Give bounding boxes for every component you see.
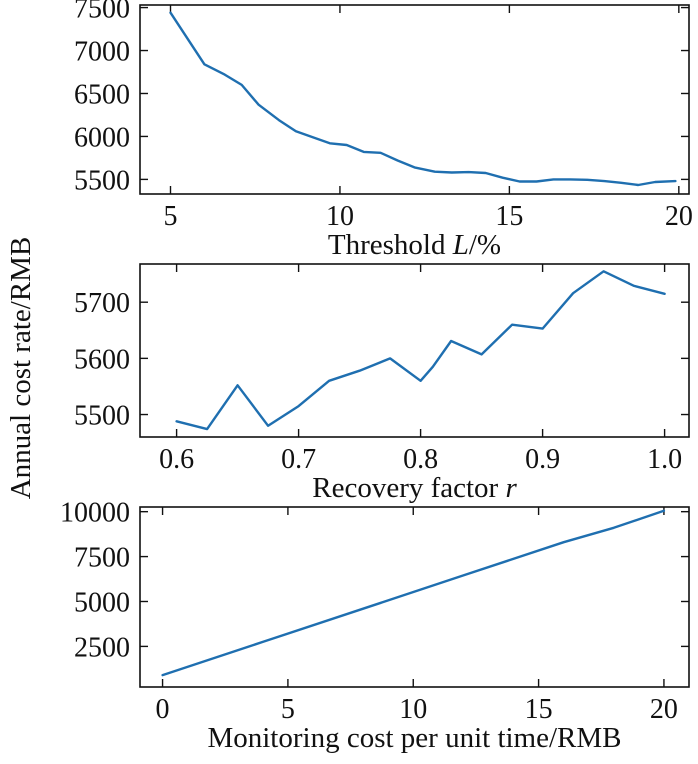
x-tick-label: 5 xyxy=(281,694,295,725)
y-tick-label: 7500 xyxy=(74,543,130,574)
y-tick-label: 5500 xyxy=(74,401,130,432)
x-tick-label: 15 xyxy=(525,694,553,725)
x-axis-label: Threshold L/% xyxy=(328,229,501,261)
y-tick-label: 7000 xyxy=(74,37,130,68)
x-tick-label: 0.7 xyxy=(281,444,316,475)
x-tick-label: 0.9 xyxy=(525,444,560,475)
x-axis-label: Monitoring cost per unit time/RMB xyxy=(207,722,621,754)
y-tick-label: 5700 xyxy=(74,288,130,319)
panel-3: 0 5 10 15 20 2500 5000 7500 10000 Monitoring cost… xyxy=(60,498,690,754)
series-line xyxy=(161,509,666,677)
y-tick-label: 5500 xyxy=(74,165,130,196)
x-axis-label-part: L xyxy=(452,229,469,261)
panel-2: 0.6 0.7 0.8 0.9 1.0 5500 5600 5700 Recovery fact… xyxy=(74,263,690,504)
series-line xyxy=(175,270,666,431)
shared-y-axis-label: Annual cost rate/RMB xyxy=(5,237,37,500)
y-tick-label: 5000 xyxy=(74,587,130,618)
x-tick-label: 15 xyxy=(495,201,523,232)
x-axis-label-part: Recovery factor xyxy=(312,472,505,504)
axes-frame xyxy=(139,4,690,195)
y-tick-label: 10000 xyxy=(60,498,130,529)
y-tick-label: 6500 xyxy=(74,79,130,110)
axes-frame xyxy=(139,263,690,438)
x-axis-label-part: Monitoring cost per unit time/RMB xyxy=(207,722,621,754)
x-axis-label-part: r xyxy=(505,472,517,504)
x-tick-label: 0.6 xyxy=(159,444,194,475)
x-axis-label-part: Threshold xyxy=(328,229,453,261)
panel-1: 5 10 15 20 5500 6000 6500 7000 7500 Threshold L/% xyxy=(74,0,693,261)
x-tick-label: 10 xyxy=(326,201,354,232)
x-tick-label: 20 xyxy=(650,694,678,725)
x-tick-label: 0 xyxy=(156,694,170,725)
y-tick-label: 2500 xyxy=(74,632,130,663)
x-tick-label: 5 xyxy=(164,201,178,232)
x-tick-label: 0.8 xyxy=(403,444,438,475)
x-tick-label: 10 xyxy=(399,694,427,725)
y-tick-label: 5600 xyxy=(74,344,130,375)
series-line xyxy=(169,11,677,187)
x-tick-label: 1.0 xyxy=(647,444,682,475)
y-tick-label: 6000 xyxy=(74,122,130,153)
y-tick-label: 7500 xyxy=(74,0,130,25)
x-axis-label: Recovery factor r xyxy=(312,472,517,504)
x-axis-label-part: /% xyxy=(469,229,501,261)
axes-frame xyxy=(139,506,690,688)
x-tick-label: 20 xyxy=(665,201,693,232)
